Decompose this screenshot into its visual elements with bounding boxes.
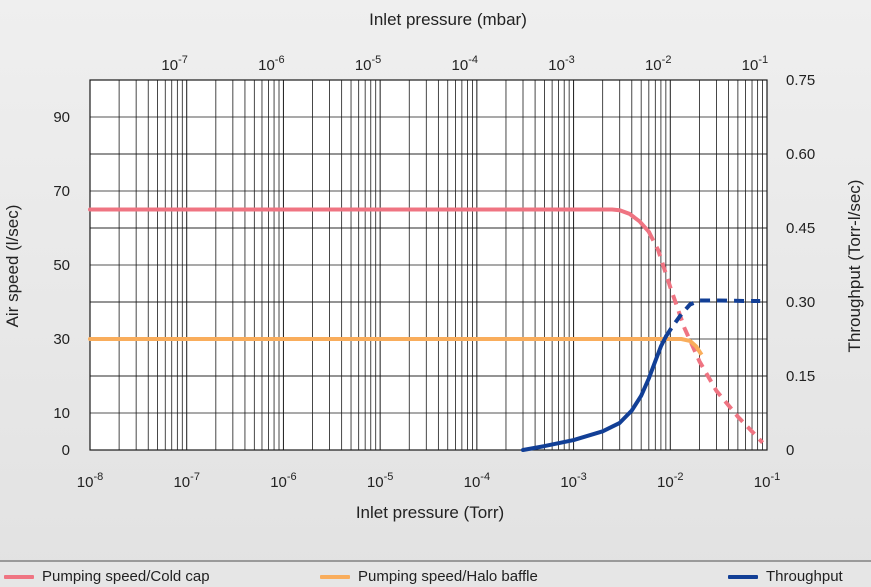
x-tick-label-bottom: 10-8: [77, 471, 103, 491]
y-tick-label-left: 70: [53, 183, 70, 200]
x-tick-label-top: 10-2: [645, 54, 671, 74]
x-tick-label-bottom: 10-1: [754, 471, 780, 491]
series-pumping-speed-cold-cap-solid: [88, 207, 651, 234]
y-tick-label-right: 0.45: [786, 220, 815, 237]
tick-labels: 10-8 10-7 10-6 10-5 10-4 10-3 10-2 10-1 10-7 10-6…: [53, 54, 815, 491]
x-tick-label-top: 10-7: [161, 54, 187, 74]
right-axis-label: Throughput (Torr-l/sec): [845, 180, 864, 353]
series-pumping-speed-halo-baffle-dashed: [694, 345, 706, 359]
y-tick-label-right: 0.60: [786, 146, 815, 163]
legend-swatch-cold-cap: [4, 575, 34, 579]
legend-swatch-throughput: [728, 575, 758, 579]
x-tick-label-bottom: 10-6: [270, 471, 296, 491]
x-tick-label-top: 10-5: [355, 54, 381, 74]
legend: Pumping speed/Cold cap Pumping speed/Hal…: [0, 560, 871, 587]
legend-swatch-halo-baffle: [320, 575, 350, 579]
x-tick-label-bottom: 10-7: [173, 471, 199, 491]
bottom-axis-label: Inlet pressure (Torr): [356, 503, 504, 522]
series-pumping-speed-halo-baffle-solid: [88, 337, 699, 349]
legend-label-cold-cap: Pumping speed/Cold cap: [42, 568, 210, 585]
y-tick-label-left: 50: [53, 257, 70, 274]
plot-frame: [89, 79, 768, 451]
y-tick-label-left: 90: [53, 109, 70, 126]
grid: [89, 79, 768, 451]
left-axis-label: Air speed (l/sec): [3, 205, 22, 328]
legend-label-halo-baffle: Pumping speed/Halo baffle: [358, 568, 538, 585]
x-tick-label-bottom: 10-2: [657, 471, 683, 491]
y-tick-label-left: 30: [53, 331, 70, 348]
x-tick-label-bottom: 10-3: [560, 471, 586, 491]
x-tick-label-top: 10-3: [548, 54, 574, 74]
x-tick-label-bottom: 10-4: [464, 471, 490, 491]
top-axis-label: Inlet pressure (mbar): [369, 10, 527, 29]
legend-item-halo-baffle: Pumping speed/Halo baffle: [320, 568, 538, 586]
y-tick-label-left: 0: [62, 442, 70, 459]
series-throughput-dashed: [664, 298, 761, 338]
legend-label-throughput: Throughput: [766, 568, 843, 585]
y-tick-label-right: 0.15: [786, 368, 815, 385]
x-tick-label-top: 10-4: [452, 54, 478, 74]
x-tick-label-top: 10-6: [258, 54, 284, 74]
y-tick-label-right: 0: [786, 442, 794, 459]
y-tick-label-left: 10: [53, 405, 70, 422]
legend-item-cold-cap: Pumping speed/Cold cap: [4, 568, 210, 586]
x-tick-label-top: 10-1: [742, 54, 768, 74]
y-tick-label-right: 0.75: [786, 72, 815, 89]
y-tick-label-right: 0.30: [786, 294, 815, 311]
x-tick-label-bottom: 10-5: [367, 471, 393, 491]
series-pumping-speed-cold-cap-dashed: [647, 230, 765, 444]
series-throughput-solid: [521, 334, 668, 452]
series-layer: [88, 207, 765, 452]
chart: 10-8 10-7 10-6 10-5 10-4 10-3 10-2 10-1 10-7 10-6…: [3, 10, 864, 522]
legend-item-throughput: Throughput: [728, 568, 843, 586]
